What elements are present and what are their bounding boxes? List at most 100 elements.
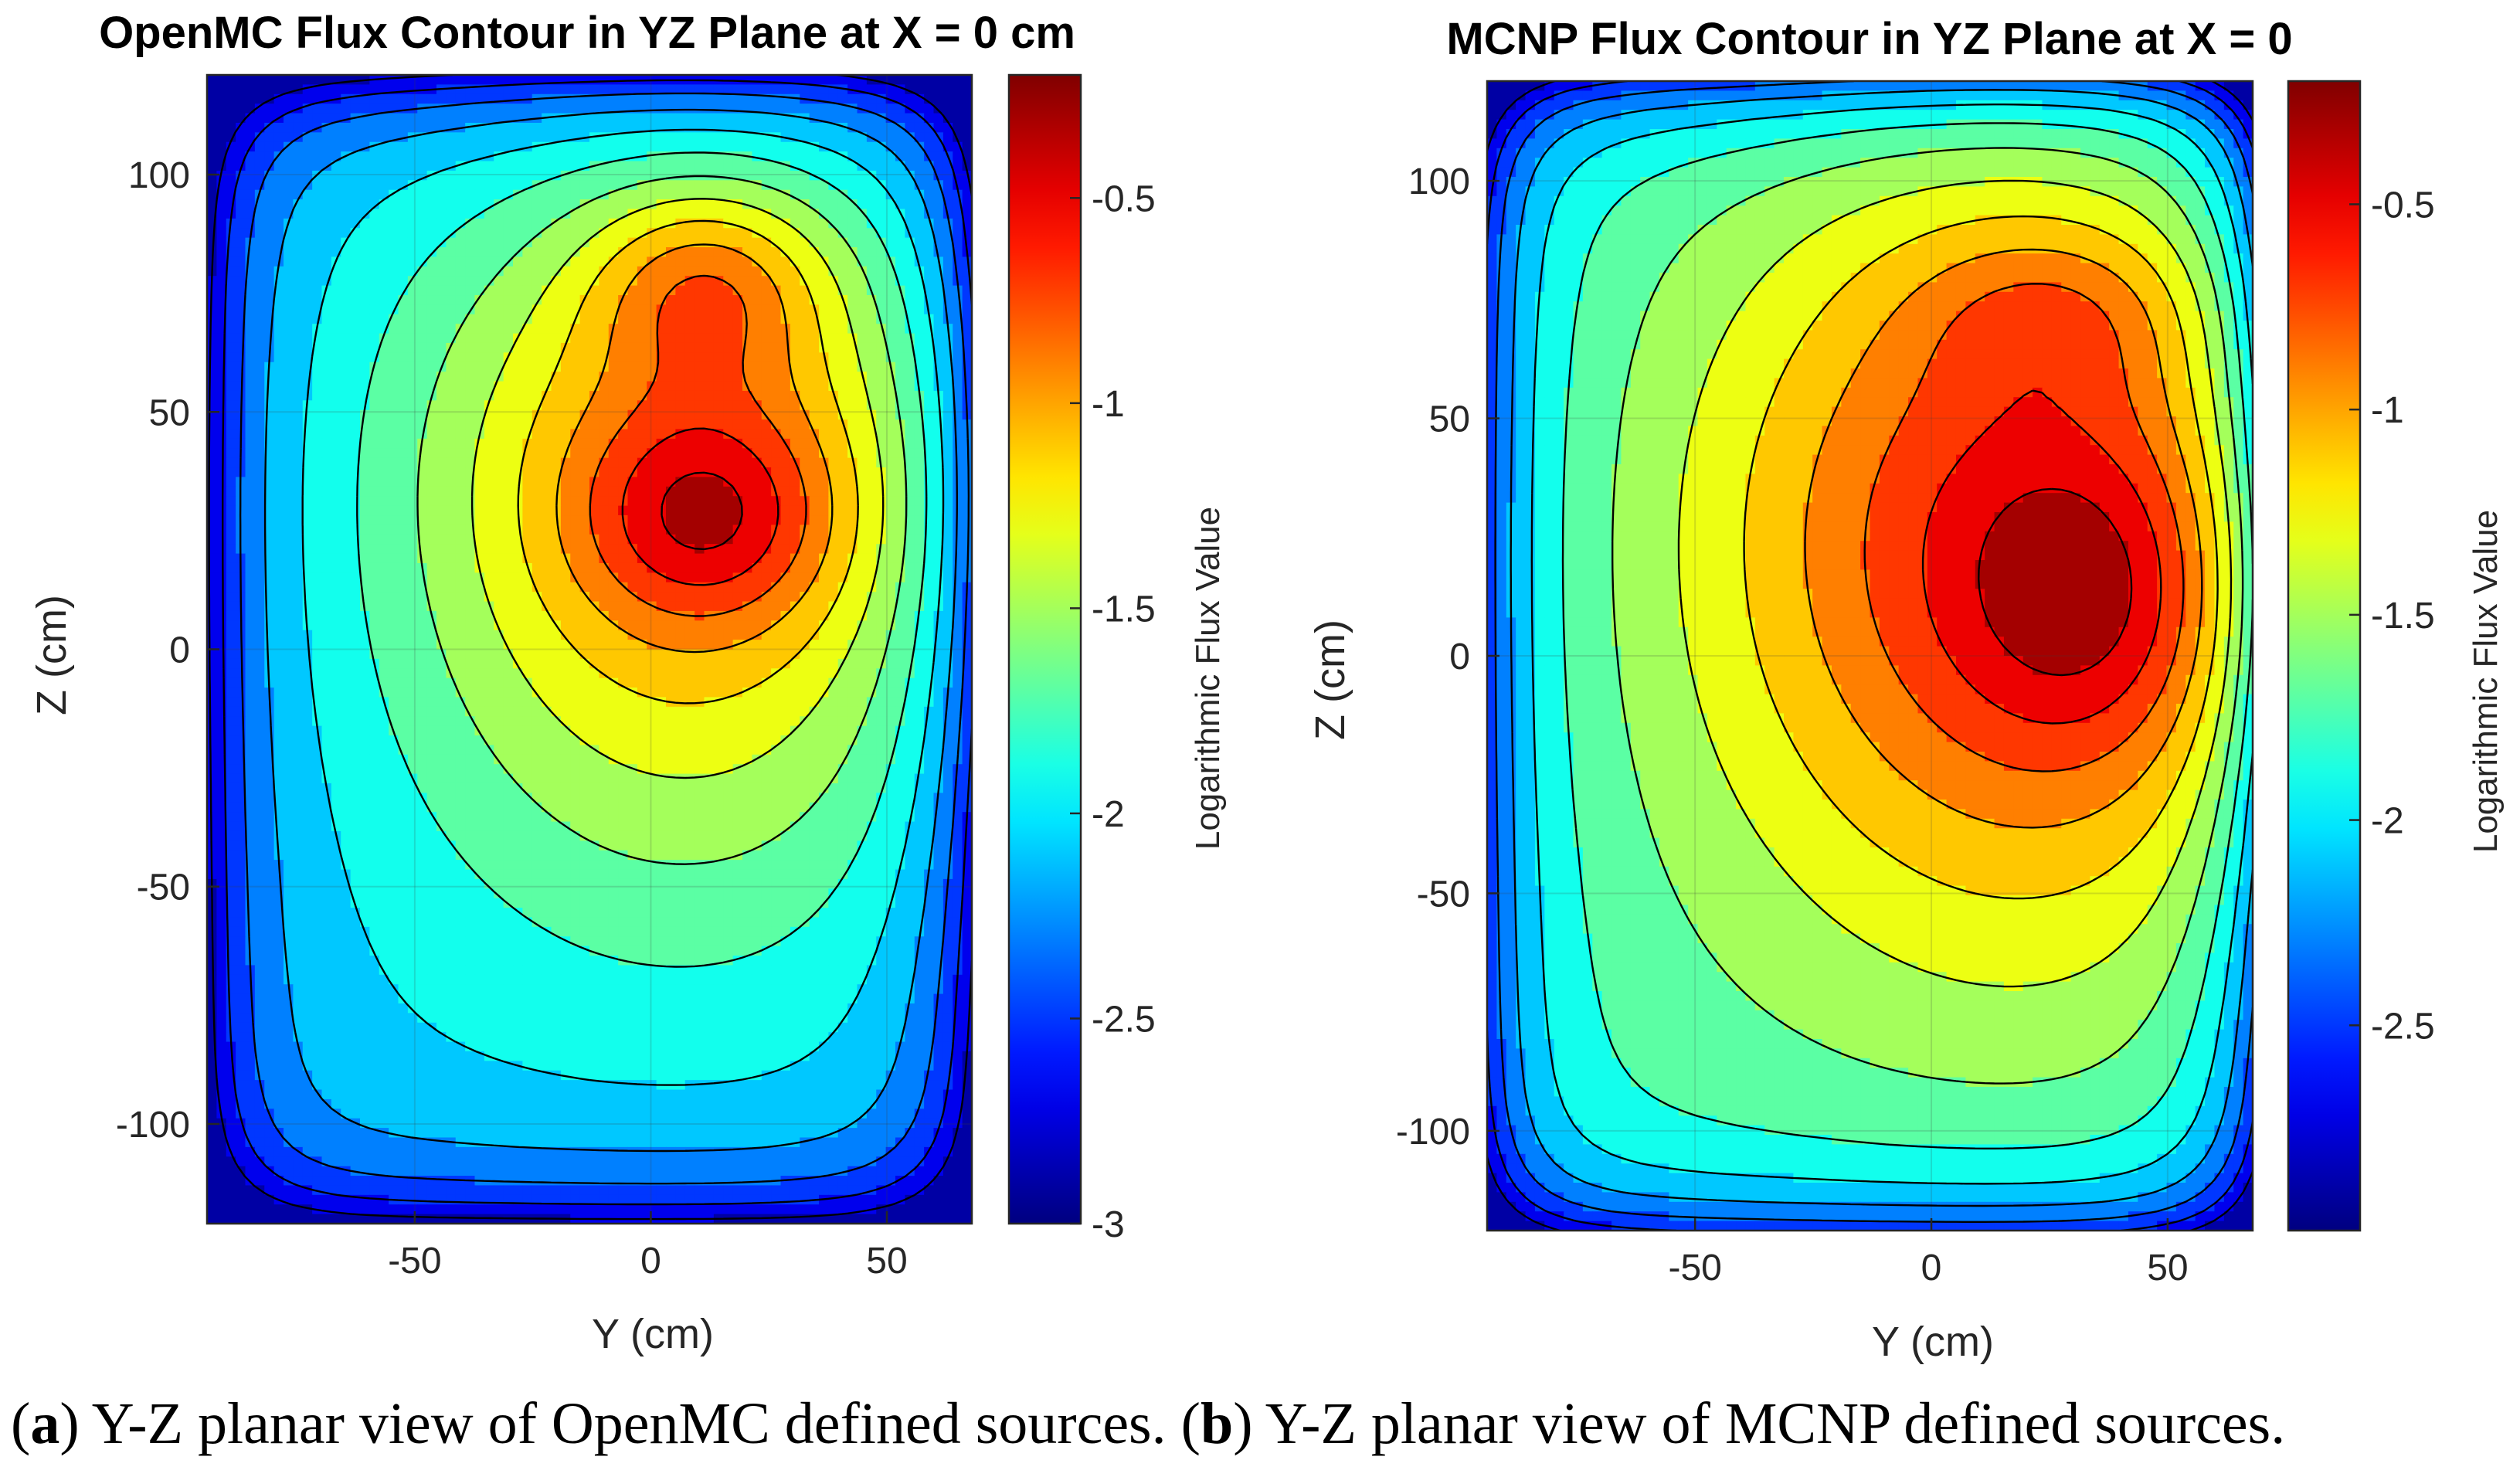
contour-cell — [321, 562, 332, 573]
contour-cell — [312, 295, 323, 305]
contour-cell — [695, 400, 705, 411]
contour-cell — [732, 276, 743, 287]
contour-cell — [417, 372, 428, 382]
contour-cell — [866, 161, 877, 171]
contour-cell — [732, 390, 743, 401]
contour-cell — [417, 400, 428, 411]
contour-cell — [407, 122, 418, 133]
contour-cell — [647, 209, 657, 219]
contour-cell — [637, 304, 647, 315]
contour-cell — [570, 285, 581, 296]
contour-cell — [560, 610, 571, 621]
contour-cell — [426, 342, 437, 353]
contour-cell — [379, 572, 389, 583]
contour-cell — [579, 256, 590, 267]
contour-cell — [446, 132, 457, 143]
contour-cell — [647, 496, 657, 507]
contour-cell — [723, 486, 734, 497]
contour-cell — [866, 314, 877, 324]
contour-cell — [398, 525, 409, 535]
contour-cell — [761, 448, 772, 459]
contour-cell — [542, 342, 552, 353]
contour-cell — [627, 429, 638, 440]
contour-cell — [341, 390, 352, 401]
contour-cell — [732, 562, 743, 573]
contour-cell — [675, 113, 686, 124]
contour-cell — [426, 352, 437, 363]
contour-cell — [914, 525, 925, 535]
contour-cell — [226, 390, 236, 401]
contour-cell — [407, 295, 418, 305]
contour-cell — [684, 199, 695, 210]
contour-cell — [656, 390, 667, 401]
contour-cell — [284, 161, 294, 171]
contour-cell — [264, 218, 275, 229]
contour-cell — [608, 544, 619, 555]
contour-cell — [513, 610, 523, 621]
contour-cell — [360, 285, 370, 296]
contour-cell — [885, 170, 896, 181]
contour-cell — [704, 438, 715, 449]
contour-cell — [465, 400, 476, 411]
contour-cell — [389, 295, 399, 305]
contour-cell — [436, 189, 447, 200]
contour-cell — [360, 104, 370, 114]
contour-cell — [360, 620, 370, 631]
contour-cell — [684, 266, 695, 277]
contour-cell — [704, 400, 715, 411]
contour-cell — [302, 256, 313, 267]
contour-cell — [484, 630, 494, 640]
contour-cell — [216, 372, 227, 382]
contour-cell — [226, 544, 236, 555]
contour-cell — [503, 84, 514, 95]
contour-cell — [321, 381, 332, 392]
contour-cell — [503, 304, 514, 315]
contour-cell — [780, 525, 791, 535]
contour-cell — [589, 333, 599, 344]
contour-cell — [407, 304, 418, 315]
contour-cell — [341, 553, 352, 564]
contour-cell — [723, 314, 734, 324]
contour-cell — [426, 161, 437, 171]
contour-cell — [771, 247, 782, 258]
contour-cell — [800, 553, 810, 564]
contour-cell — [494, 295, 504, 305]
contour-cell — [254, 113, 265, 124]
contour-cell — [341, 438, 352, 449]
contour-cell — [503, 276, 514, 287]
contour-cell — [542, 400, 552, 411]
contour-cell — [560, 390, 571, 401]
contour-cell — [484, 467, 494, 478]
contour-cell — [465, 266, 476, 277]
contour-cell — [321, 610, 332, 621]
contour-cell — [857, 285, 868, 296]
contour-cell — [618, 409, 629, 420]
contour-cell — [273, 285, 284, 296]
contour-cell — [494, 276, 504, 287]
contour-cell — [713, 256, 724, 267]
contour-cell — [666, 189, 676, 200]
contour-cell — [273, 218, 284, 229]
contour-cell — [398, 113, 409, 124]
contour-cell — [321, 486, 332, 497]
contour-cell — [790, 237, 800, 248]
contour-cell — [331, 582, 341, 592]
contour-cell — [369, 429, 380, 440]
contour-cell — [847, 400, 858, 411]
contour-cell — [350, 285, 361, 296]
contour-cell — [216, 620, 227, 631]
contour-cell — [494, 180, 504, 191]
contour-cell — [522, 515, 533, 526]
contour-cell — [771, 304, 782, 315]
contour-cell — [790, 409, 800, 420]
contour-cell — [254, 276, 265, 287]
contour-cell — [837, 601, 848, 612]
contour-cell — [474, 228, 485, 239]
contour-cell — [723, 276, 734, 287]
contour-cell — [474, 467, 485, 478]
contour-cell — [885, 304, 896, 315]
contour-cell — [742, 610, 752, 621]
contour-cell — [494, 256, 504, 267]
contour-cell — [503, 381, 514, 392]
contour-cell — [627, 640, 638, 650]
